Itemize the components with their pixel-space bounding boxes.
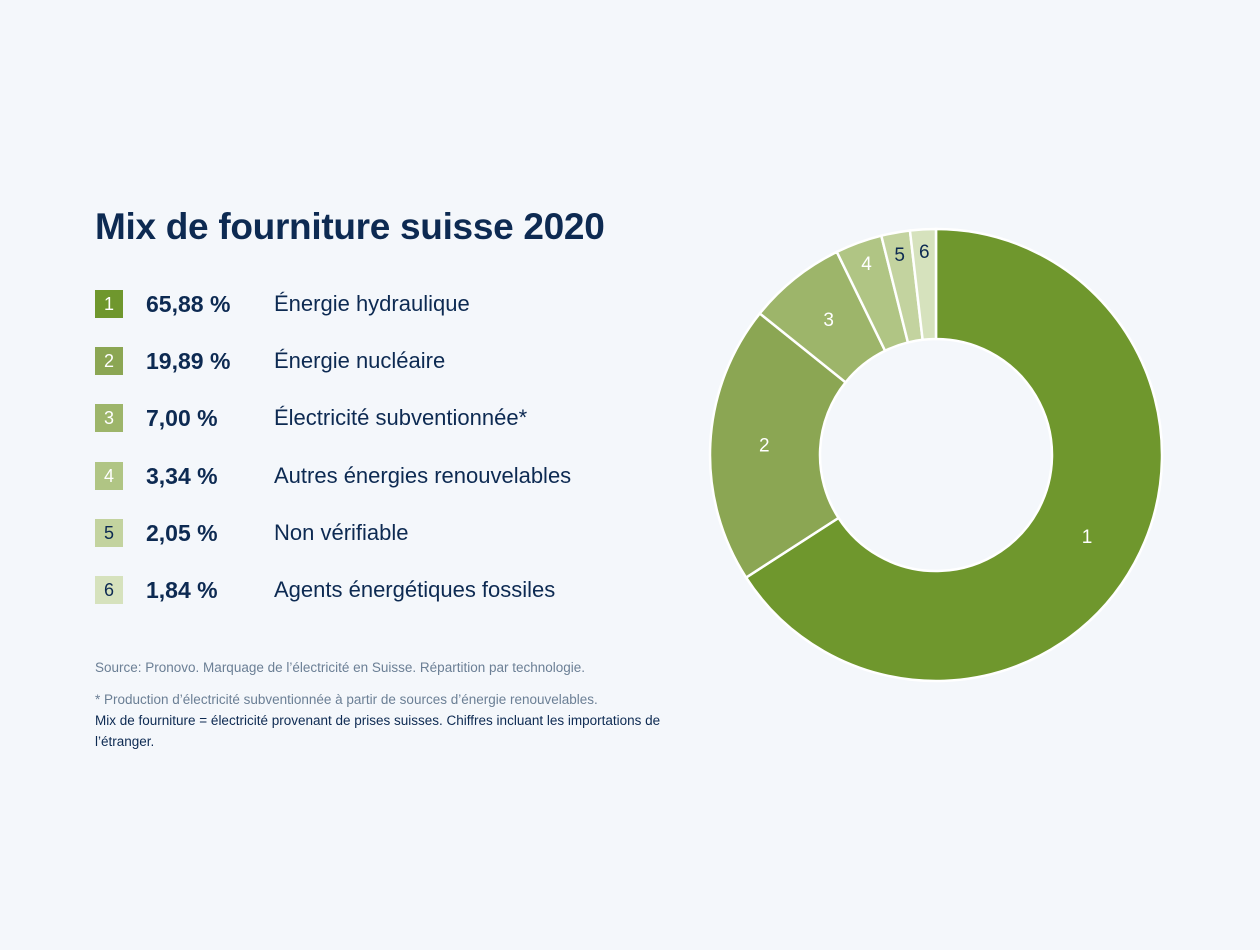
donut-chart: 1 2 3 4 5 6 — [0, 0, 1260, 950]
donut-slice-label-4: 4 — [861, 254, 872, 275]
donut-slice-label-1: 1 — [1082, 527, 1093, 548]
donut-slice-label-3: 3 — [823, 310, 834, 331]
donut-slices — [710, 229, 1162, 681]
donut-slice-label-5: 5 — [894, 245, 905, 266]
donut-slice-label-6: 6 — [919, 242, 930, 263]
donut-slice-label-2: 2 — [759, 436, 770, 457]
